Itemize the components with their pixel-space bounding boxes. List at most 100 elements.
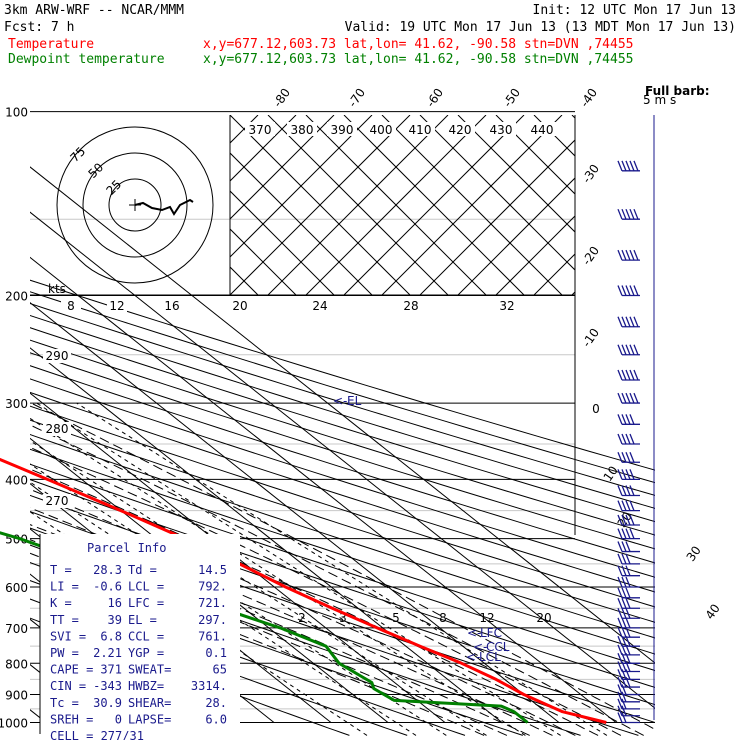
parcel-info-cell: 30.9: [93, 696, 122, 710]
wind-barb: [617, 469, 640, 481]
parcel-info-cell: SWEAT=: [128, 663, 171, 677]
wind-barb: [617, 485, 640, 497]
mixing-ratio-tick: 2: [298, 611, 306, 625]
lcl-label: LCL: [479, 650, 501, 664]
parcel-info-table: Parcel Info T = 28.3 Td = 14.5 LI = -0.6 LCL = 7…: [50, 541, 227, 740]
isotherm-tick: 0: [592, 402, 600, 416]
mixing-ratio-tick: 8: [439, 611, 447, 625]
wind-barb: [617, 597, 640, 609]
kts-tick: 24: [312, 299, 327, 313]
wind-barb: [617, 576, 640, 588]
parcel-info-cell: -343: [93, 679, 122, 693]
wind-barbs: [617, 115, 655, 724]
parcel-info-cell: 3314.: [191, 679, 227, 693]
sounding-traces: [0, 457, 607, 724]
pressure-tick: 200: [5, 290, 28, 304]
wind-barb: [617, 414, 640, 425]
parcel-info-cell: 2.21: [93, 646, 122, 660]
parcel-info-cell: LCL =: [128, 580, 164, 594]
forecast-hour: Fcst: 7 h: [4, 20, 74, 35]
parcel-info-cell: Td =: [128, 563, 157, 577]
wind-barb: [617, 635, 640, 647]
wind-barb: [617, 698, 640, 710]
parcel-info-cell: 65: [213, 663, 227, 677]
wind-barb: [617, 553, 640, 565]
parcel-info-cell: SVI =: [50, 629, 86, 643]
kts-tick: 28: [403, 299, 418, 313]
init-time: Init: 12 UTC Mon 17 Jun 13: [533, 3, 737, 18]
pressure-tick: 300: [5, 397, 28, 411]
lfc-marker: <-: [467, 626, 481, 640]
parcel-info-cell: YGP =: [128, 646, 164, 660]
kts-label: kts: [48, 282, 66, 296]
parcel-info-cell: 371: [100, 663, 122, 677]
parcel-info-cell: T =: [50, 563, 72, 577]
parcel-info-cell: LFC =: [128, 596, 164, 610]
parcel-info-cell: LI =: [50, 580, 79, 594]
parcel-info-title: Parcel Info: [87, 541, 166, 555]
wind-barb: [617, 433, 640, 445]
parcel-info-cell: TT =: [50, 613, 79, 627]
parcel-info-cell: SREH =: [50, 712, 93, 726]
level-annotations: <- EL <- LFC <- CCL <- LCL: [333, 394, 510, 664]
kts-tick: 32: [499, 299, 514, 313]
parcel-info-cell: 297.: [198, 613, 227, 627]
isotherm-tick: -60: [423, 86, 446, 110]
wind-barb: [617, 452, 640, 463]
moist-adiabats: [30, 401, 655, 736]
mixing-ratio-tick: 12: [479, 611, 494, 625]
pressure-tick: 600: [5, 581, 28, 595]
kts-tick: 16: [164, 299, 179, 313]
pressure-tick: 900: [5, 689, 28, 703]
temperature-trace: [0, 457, 607, 724]
parcel-info-cell: CIN =: [50, 679, 86, 693]
mixing-ratio-lines: 2 3 5 8 12 20: [30, 402, 608, 736]
parcel-info-cell: CCL =: [128, 629, 164, 643]
kts-tick: 20: [232, 299, 247, 313]
pressure-tick: 1000: [0, 717, 28, 731]
mixing-ratio-tick: 5: [392, 611, 400, 625]
wind-barb: [617, 607, 640, 619]
theta-tick: 280: [46, 422, 69, 436]
wind-barb: [617, 705, 640, 717]
pressure-tick: 700: [5, 622, 28, 636]
wind-barb: [617, 249, 640, 261]
wind-barb: [617, 587, 640, 599]
parcel-info-cell: K =: [50, 596, 72, 610]
ccl-marker: <-: [473, 640, 487, 654]
wind-barb: [617, 528, 640, 540]
isotherm-tick: 30: [684, 543, 704, 564]
parcel-info-cell: CAPE =: [50, 663, 93, 677]
wind-barb: [617, 514, 640, 526]
wind-barb: [617, 316, 640, 328]
theta-e-tick: 400: [370, 123, 393, 137]
theta-e-tick: 390: [331, 123, 354, 137]
el-marker: <-: [333, 394, 347, 408]
wind-barb: [617, 369, 640, 381]
ccl-label: CCL: [486, 640, 510, 654]
el-label: EL: [347, 394, 362, 408]
theta-e-tick: 440: [531, 123, 554, 137]
wind-barb: [617, 392, 640, 404]
wind-barb: [617, 712, 640, 724]
point-info-temperature: x,y=677.12,603.73 lat,lon= 41.62, -90.58…: [203, 37, 633, 52]
wind-barb: [617, 565, 640, 577]
wind-barb: [617, 617, 640, 629]
parcel-info-cell: LAPSE=: [128, 712, 171, 726]
wind-barb: [617, 684, 640, 696]
wind-barb: [617, 285, 640, 297]
theta-tick: 290: [46, 349, 69, 363]
parcel-info-cell: 28.3: [93, 563, 122, 577]
parcel-info-cell: Tc =: [50, 696, 79, 710]
wind-barb: [617, 541, 640, 553]
wind-barb: [617, 160, 640, 172]
isotherm-tick: -80: [270, 86, 293, 110]
wind-barb: [617, 691, 640, 703]
full-barb-label: Full barb:: [645, 84, 710, 98]
lfc-label: LFC: [480, 626, 502, 640]
parcel-info-cell: 6.0: [205, 712, 227, 726]
legend-dewpoint: Dewpoint temperature: [8, 52, 165, 67]
wind-barb: [617, 500, 640, 512]
parcel-info-cell: EL =: [128, 613, 157, 627]
pressure-tick: 800: [5, 657, 28, 671]
